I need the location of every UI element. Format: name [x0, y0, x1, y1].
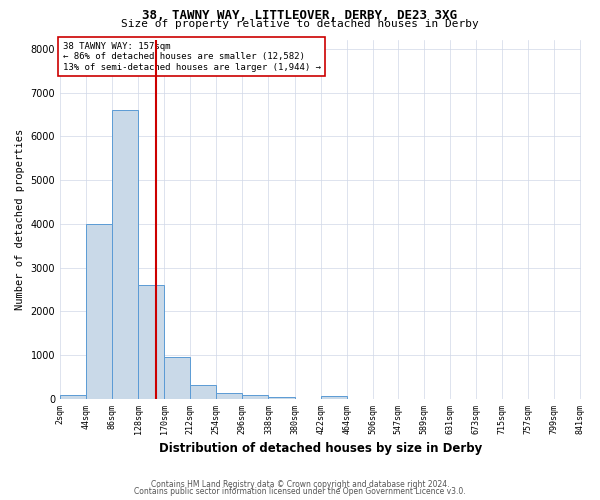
- Y-axis label: Number of detached properties: Number of detached properties: [15, 129, 25, 310]
- Bar: [190, 385, 217, 399]
- Bar: [217, 393, 242, 399]
- Text: Contains HM Land Registry data © Crown copyright and database right 2024.: Contains HM Land Registry data © Crown c…: [151, 480, 449, 489]
- Text: Contains public sector information licensed under the Open Government Licence v3: Contains public sector information licen…: [134, 487, 466, 496]
- Text: Size of property relative to detached houses in Derby: Size of property relative to detached ho…: [121, 19, 479, 29]
- Text: 38 TAWNY WAY: 157sqm
← 86% of detached houses are smaller (12,582)
13% of semi-d: 38 TAWNY WAY: 157sqm ← 86% of detached h…: [62, 42, 320, 72]
- Bar: [112, 110, 138, 399]
- Bar: [320, 396, 347, 399]
- Bar: [242, 396, 268, 399]
- Text: 38, TAWNY WAY, LITTLEOVER, DERBY, DE23 3XG: 38, TAWNY WAY, LITTLEOVER, DERBY, DE23 3…: [143, 9, 458, 22]
- Bar: [268, 396, 295, 399]
- X-axis label: Distribution of detached houses by size in Derby: Distribution of detached houses by size …: [158, 442, 482, 455]
- Bar: [60, 396, 86, 399]
- Bar: [86, 224, 112, 399]
- Bar: [164, 357, 190, 399]
- Bar: [138, 285, 164, 399]
